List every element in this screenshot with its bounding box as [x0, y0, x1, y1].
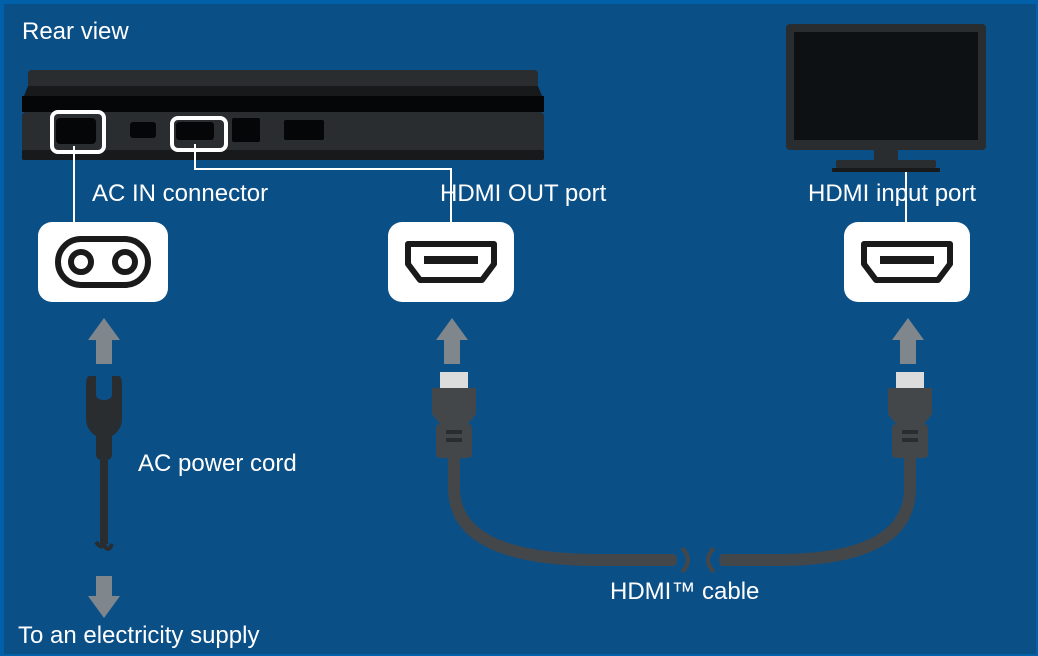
ac-in-port-card	[38, 222, 168, 302]
hdmi-in-callout-line	[905, 172, 907, 224]
ac-power-cord-icon	[72, 374, 136, 570]
hdmi-port-icon	[860, 240, 954, 284]
arrow-stem	[96, 338, 112, 364]
hdmi-out-callout-v2	[450, 168, 452, 224]
arrow-down-icon	[88, 596, 120, 618]
hdmi-out-highlight	[170, 116, 228, 152]
hdmi-cable-label: HDMI™ cable	[610, 578, 759, 606]
arrow-stem	[900, 338, 916, 364]
ac-power-cord-label: AC power cord	[138, 450, 297, 478]
hdmi-cable-icon	[418, 370, 948, 580]
ac-callout-line	[73, 146, 75, 224]
arrow-up-icon	[88, 318, 120, 340]
arrow-up-icon	[892, 318, 924, 340]
ac-in-connector-label: AC IN connector	[92, 180, 268, 208]
hdmi-in-port-card	[844, 222, 970, 302]
arrow-stem	[444, 338, 460, 364]
hdmi-out-port-card	[388, 222, 514, 302]
hdmi-port-icon	[404, 240, 498, 284]
ac-in-port-icon	[53, 235, 153, 289]
ac-in-highlight	[50, 110, 106, 154]
hdmi-out-callout-h	[194, 168, 452, 170]
arrow-up-icon	[436, 318, 468, 340]
to-electricity-label: To an electricity supply	[18, 622, 259, 650]
hdmi-input-port-label: HDMI input port	[808, 180, 976, 208]
tv-icon	[782, 20, 990, 180]
rear-view-label: Rear view	[22, 18, 129, 46]
hdmi-out-port-label: HDMI OUT port	[440, 180, 606, 208]
arrow-stem	[96, 576, 112, 598]
